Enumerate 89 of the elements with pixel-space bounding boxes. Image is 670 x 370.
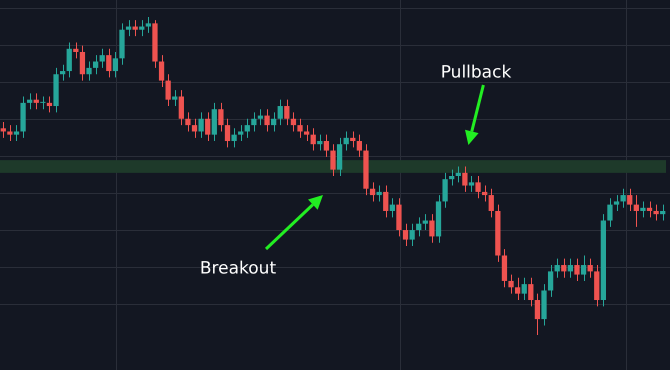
candlestick: [580, 255, 586, 282]
candlestick: [356, 134, 362, 158]
candlestick: [271, 112, 276, 132]
candlestick: [634, 194, 639, 228]
candlestick: [185, 112, 191, 132]
candlestick: [653, 204, 659, 222]
candlestick: [468, 176, 474, 192]
candlestick: [73, 42, 78, 59]
candlestick: [278, 99, 283, 126]
candlestick: [192, 118, 198, 138]
candlestick: [251, 112, 257, 132]
annotation: Breakout: [200, 258, 276, 278]
candlestick: [402, 223, 408, 246]
candlestick: [462, 166, 468, 192]
candlestick: [660, 204, 666, 222]
candlestick: [376, 185, 382, 202]
candlestick: [317, 134, 322, 152]
candlestick: [607, 198, 613, 228]
candlestick: [218, 102, 224, 132]
candlestick: [627, 188, 632, 212]
candlestick: [310, 128, 316, 152]
candlestick: [304, 124, 310, 142]
candlestick: [449, 169, 454, 186]
candlestick: [7, 124, 13, 142]
candlestick: [106, 48, 112, 78]
candlestick: [588, 258, 593, 278]
candlestick: [100, 48, 105, 68]
candlestick: [27, 92, 32, 110]
candlestick: [568, 258, 574, 278]
candlestick: [422, 214, 428, 231]
candlestick: [370, 182, 376, 202]
candlestick: [0, 121, 6, 138]
candlestick: [146, 16, 152, 34]
candlestick: [350, 130, 356, 148]
candlestick: [66, 42, 72, 78]
candlestick: [554, 258, 560, 278]
candlestick: [34, 92, 39, 110]
candlestick: [561, 258, 566, 278]
candlestick: [258, 108, 264, 126]
candlestick: [514, 277, 520, 301]
candlestick: [482, 185, 488, 202]
candlestick: [224, 118, 230, 148]
candlestick: [409, 223, 415, 246]
candlestick: [574, 258, 580, 282]
candlestick: [528, 277, 534, 307]
candlestick: [456, 166, 461, 183]
candlestick: [640, 200, 646, 218]
candlestick: [390, 198, 395, 218]
candlestick: [620, 188, 626, 208]
candlestick: [198, 112, 204, 138]
candlestick: [231, 128, 237, 148]
candlestick: [290, 112, 296, 132]
candlestick: [244, 118, 250, 138]
candlestick: [80, 45, 86, 82]
candlestick: [534, 293, 540, 336]
candlestick: [548, 264, 554, 298]
candlestick: [614, 194, 620, 212]
candlestick: [40, 96, 46, 110]
candlestick: [324, 134, 330, 158]
candlestick: [508, 274, 514, 294]
candlestick: [383, 185, 388, 218]
candlestick: [132, 20, 138, 37]
annotation: Pullback: [440, 62, 512, 82]
candlestick: [86, 61, 92, 82]
candlestick: [646, 200, 652, 218]
candlestick: [284, 99, 290, 126]
candlestick: [158, 54, 164, 88]
candlestick: [416, 216, 422, 237]
candlestick: [139, 20, 144, 37]
candlestick: [475, 176, 481, 199]
candlestick: [522, 277, 527, 301]
candlestick: [330, 144, 336, 176]
candlestick: [238, 124, 244, 142]
candlestick: [488, 188, 494, 218]
candlestick: [172, 90, 178, 107]
candlestick: [297, 118, 303, 138]
candlestick: [429, 214, 435, 244]
candlestick: [264, 108, 270, 132]
candlestick: [344, 130, 349, 152]
candlestick: [166, 74, 171, 107]
candlestick: [112, 51, 118, 78]
candlestick: [442, 172, 448, 208]
candlestick: [92, 54, 98, 75]
candlestick: [205, 112, 210, 142]
candlestick: [126, 20, 132, 37]
candlestick: [14, 124, 20, 142]
candlestick: [46, 96, 52, 113]
candlestick: [60, 64, 66, 82]
candlestick: [178, 90, 184, 126]
